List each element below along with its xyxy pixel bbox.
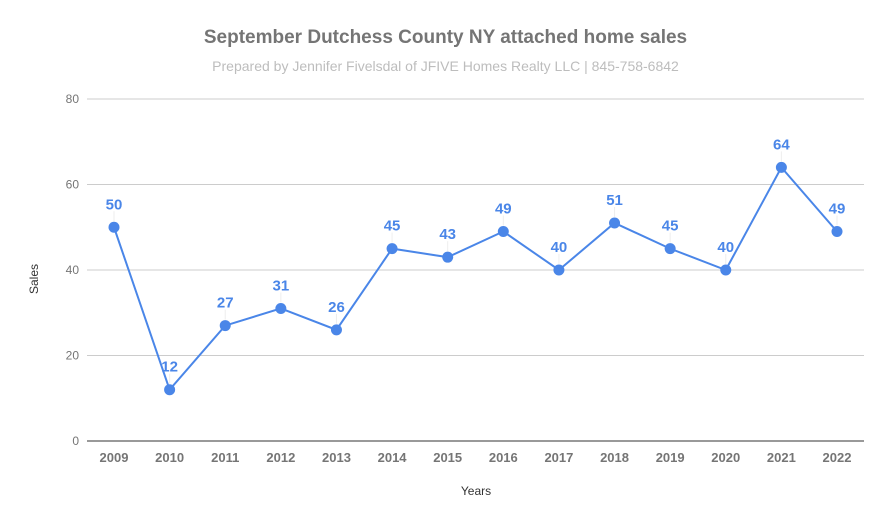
data-point [609, 217, 621, 229]
y-tick-label: 40 [66, 263, 80, 277]
data-point [664, 243, 676, 255]
x-tick-label: 2009 [100, 450, 129, 465]
x-tick-label: 2022 [823, 450, 852, 465]
data-point [553, 264, 565, 276]
x-tick-label: 2020 [711, 450, 740, 465]
x-tick-label: 2021 [767, 450, 796, 465]
data-point [386, 243, 398, 255]
data-label: 51 [606, 192, 623, 209]
data-point [219, 320, 231, 332]
data-label: 45 [384, 218, 401, 235]
x-axis-title: Years [461, 484, 491, 498]
x-tick-label: 2017 [544, 450, 573, 465]
y-tick-label: 20 [66, 349, 80, 363]
y-axis-title: Sales [27, 264, 41, 294]
data-point [775, 161, 787, 173]
data-point [497, 226, 509, 238]
data-label: 50 [106, 196, 123, 213]
x-tick-label: 2013 [322, 450, 351, 465]
data-point [442, 251, 454, 263]
data-label: 64 [773, 136, 790, 153]
data-label: 43 [439, 226, 456, 243]
series-line [113, 165, 838, 392]
x-tick-label: 2019 [656, 450, 685, 465]
data-label: 45 [662, 218, 679, 235]
data-point [164, 384, 176, 396]
data-point [831, 226, 843, 238]
data-label: 31 [273, 277, 290, 294]
data-label: 40 [551, 239, 568, 256]
data-point [330, 324, 342, 336]
data-label: 26 [328, 299, 345, 316]
data-point [720, 264, 732, 276]
x-tick-label: 2016 [489, 450, 518, 465]
data-label: 49 [495, 201, 512, 218]
x-tick-label: 2010 [155, 450, 184, 465]
chart-title: September Dutchess County NY attached ho… [203, 27, 688, 48]
x-tick-label: 2015 [433, 450, 462, 465]
x-tick-label: 2018 [600, 450, 629, 465]
x-tick-label: 2014 [378, 450, 408, 465]
chart-subtitle: Prepared by Jennifer Fivelsdal of JFIVE … [212, 58, 679, 74]
data-label: 40 [717, 239, 734, 256]
y-tick-label: 60 [66, 178, 80, 192]
data-point [275, 302, 287, 314]
x-tick-label: 2011 [211, 450, 239, 465]
x-tick-label: 2012 [266, 450, 295, 465]
data-point [108, 221, 120, 233]
y-tick-label: 0 [72, 434, 79, 448]
y-tick-label: 80 [66, 92, 80, 106]
data-label: 27 [217, 295, 234, 312]
data-label: 12 [161, 359, 178, 376]
data-label: 49 [829, 201, 846, 218]
